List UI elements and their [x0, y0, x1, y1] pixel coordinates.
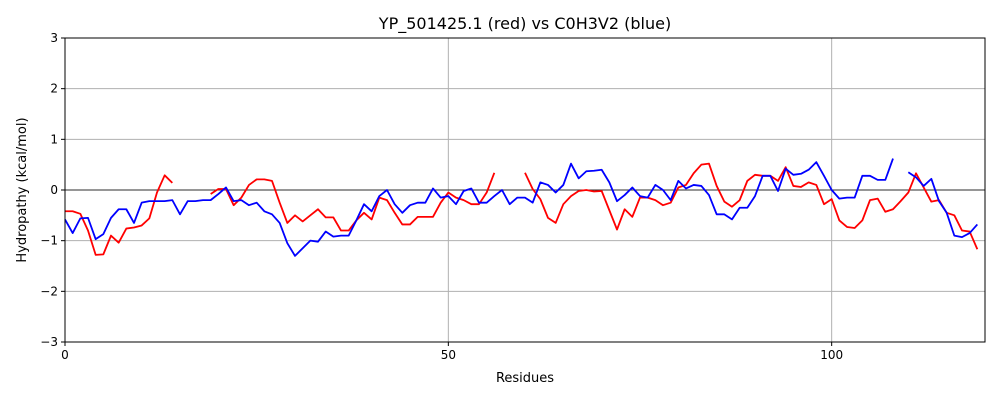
x-tick-label: 0	[61, 348, 69, 362]
y-tick-label: 3	[50, 31, 58, 45]
y-tick-label: −2	[40, 284, 58, 298]
series-group	[64, 158, 979, 257]
x-tick-label: 100	[820, 348, 843, 362]
series-line-red	[65, 162, 979, 256]
axis-ticks: 0 50 100 −3 −2 −1 0 1 2 3	[40, 31, 843, 362]
y-tick-label: −1	[40, 234, 58, 248]
y-tick-label: −3	[40, 335, 58, 349]
y-axis-label: Hydropathy (kcal/mol)	[15, 117, 30, 262]
chart-title: YP_501425.1 (red) vs C0H3V2 (blue)	[378, 14, 671, 34]
x-tick-label: 50	[441, 348, 456, 362]
y-tick-label: 0	[50, 183, 58, 197]
y-tick-label: 2	[50, 82, 58, 96]
series-line-blue	[64, 158, 979, 257]
x-axis-label: Residues	[496, 371, 554, 386]
y-tick-label: 1	[50, 132, 58, 146]
